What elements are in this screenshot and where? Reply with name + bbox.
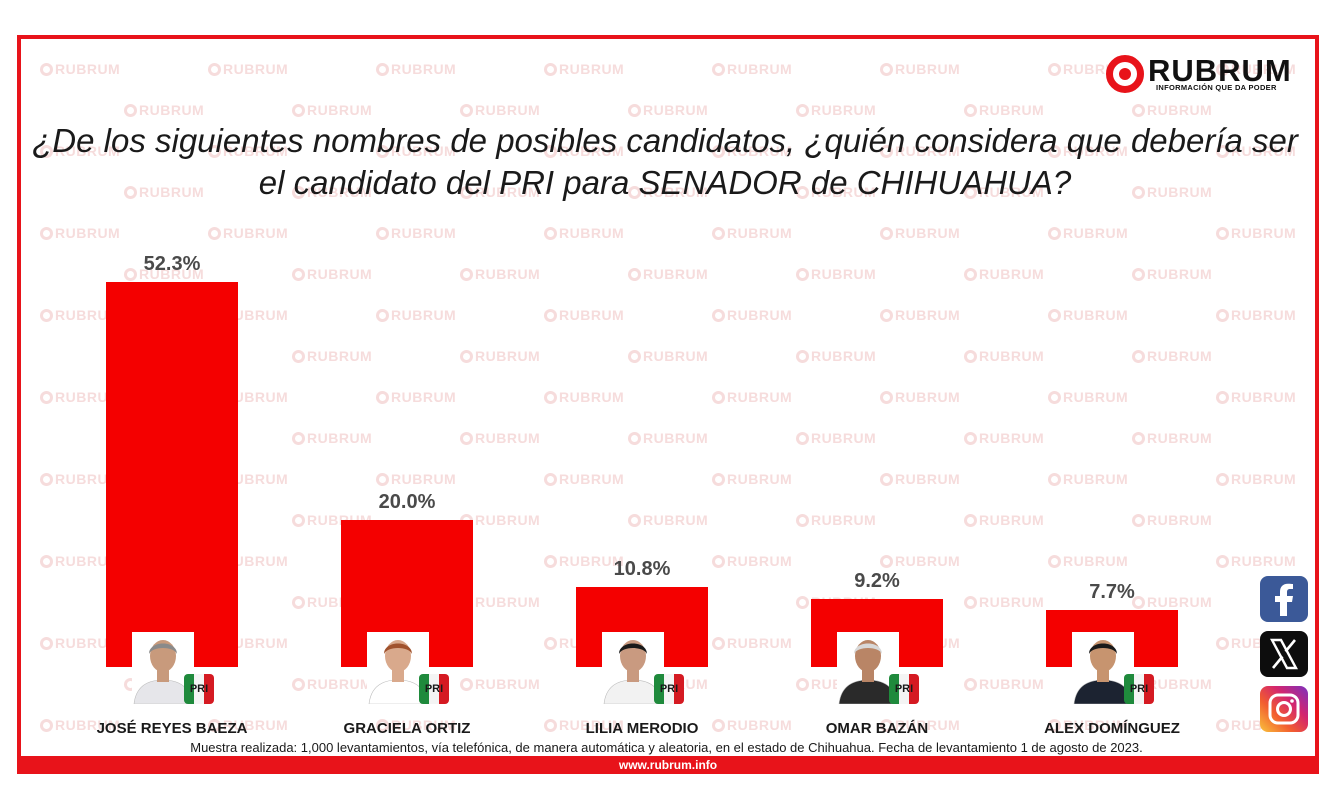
pri-logo-text: PRI xyxy=(659,683,679,695)
candidate-name-label: LILIA MERODIO xyxy=(585,720,699,737)
candidate-name-label: JOSÉ REYES BAEZA xyxy=(96,720,248,737)
pri-logo-text: PRI xyxy=(1129,683,1149,695)
x-icon[interactable] xyxy=(1260,631,1308,677)
bar-value-label: 9.2% xyxy=(854,570,900,592)
logo-target-icon xyxy=(1106,55,1144,93)
footer-bar: www.rubrum.info xyxy=(17,756,1319,774)
candidate-name-label: ALEX DOMÍNGUEZ xyxy=(1044,720,1180,737)
website-link[interactable]: www.rubrum.info xyxy=(618,758,718,772)
candidate-name-label: OMAR BAZÁN xyxy=(825,720,929,737)
bar-value-label: 10.8% xyxy=(613,558,671,580)
pri-logo-icon: PRI xyxy=(419,674,449,704)
candidate-name-label: GRACIELA ORTIZ xyxy=(343,720,471,737)
methodology-note: Muestra realizada: 1,000 levantamientos,… xyxy=(190,740,1143,755)
pri-logo-icon: PRI xyxy=(184,674,214,704)
logo-wordmark: RUBRUM xyxy=(1148,53,1292,88)
instagram-icon[interactable] xyxy=(1260,686,1308,732)
pri-logo-icon: PRI xyxy=(654,674,684,704)
bar-value-label: 20.0% xyxy=(378,491,436,513)
facebook-icon[interactable] xyxy=(1260,576,1308,622)
pri-logo-text: PRI xyxy=(189,683,209,695)
candidate-photo xyxy=(602,632,664,705)
pri-logo-icon: PRI xyxy=(1124,674,1154,704)
bar xyxy=(106,282,238,667)
candidate-photo xyxy=(367,632,429,705)
pri-logo-text: PRI xyxy=(894,683,914,695)
pri-logo-text: PRI xyxy=(424,683,444,695)
chart-title: ¿De los siguientes nombres de posibles c… xyxy=(32,122,1298,201)
bar-value-label: 7.7% xyxy=(1089,581,1135,603)
logo-tagline: INFORMACIÓN QUE DA PODER xyxy=(1156,83,1277,92)
pri-logo-icon: PRI xyxy=(889,674,919,704)
bar-value-label: 52.3% xyxy=(143,253,201,275)
rubrum-logo: RUBRUM INFORMACIÓN QUE DA PODER xyxy=(1106,53,1296,97)
candidate-photo xyxy=(132,632,194,705)
candidate-photo xyxy=(1072,632,1134,705)
candidate-photo xyxy=(837,632,899,705)
